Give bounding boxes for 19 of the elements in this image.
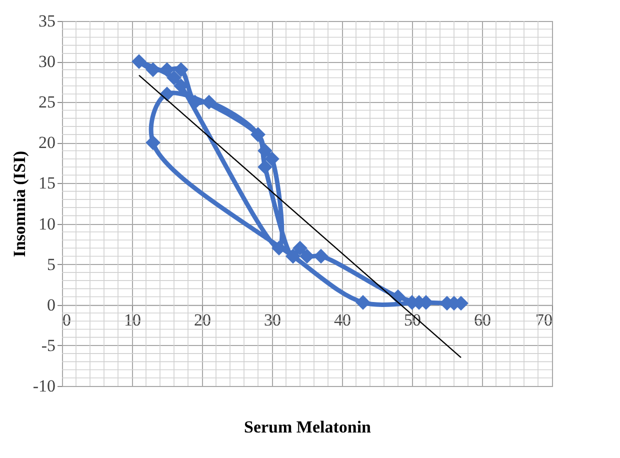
x-tick-label: 0 <box>62 310 71 330</box>
y-tick-label: 30 <box>38 52 56 72</box>
y-tick-label: 10 <box>38 214 56 234</box>
y-axis-title: Insomnia (ISI) <box>10 150 29 258</box>
y-tick-label: 0 <box>47 295 56 314</box>
y-tick-label: -5 <box>41 336 56 355</box>
y-tick-label: 35 <box>38 12 56 30</box>
y-tick-label: 5 <box>47 254 56 274</box>
y-tick-label: -10 <box>32 376 56 396</box>
y-tick-label: 20 <box>38 133 56 152</box>
x-tick-label: 60 <box>474 310 491 330</box>
y-tick-label: 25 <box>38 92 56 112</box>
x-tick-label: 30 <box>264 310 281 330</box>
y-tick-label: 15 <box>38 174 56 193</box>
x-tick-label: 40 <box>334 310 351 330</box>
x-tick-label: 70 <box>536 310 552 330</box>
x-tick-label: 20 <box>194 310 211 330</box>
x-axis-title: Serum Melatonin <box>244 418 372 436</box>
x-tick-label: 10 <box>124 310 141 330</box>
